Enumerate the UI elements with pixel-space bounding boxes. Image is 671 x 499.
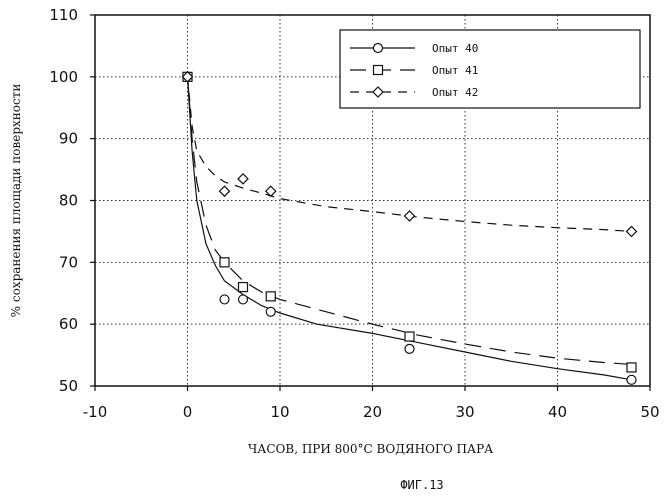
data-point-series-3 xyxy=(220,186,230,196)
x-tick-label: 40 xyxy=(548,403,567,421)
data-point-series-1 xyxy=(627,375,636,384)
data-point-series-3 xyxy=(405,211,415,221)
y-tick-label: 70 xyxy=(59,253,78,271)
legend-marker-2 xyxy=(374,66,383,75)
y-axis-ticks: 50 60 70 80 90 100 110 xyxy=(49,6,95,395)
data-point-series-3 xyxy=(238,174,248,184)
data-point-series-1 xyxy=(266,307,275,316)
legend-label-1: Опыт 40 xyxy=(432,42,478,55)
data-point-series-2 xyxy=(239,283,248,292)
legend-box xyxy=(340,30,640,108)
y-tick-label: 110 xyxy=(49,6,78,24)
x-tick-label: -10 xyxy=(83,403,108,421)
x-tick-label: 30 xyxy=(455,403,474,421)
data-point-series-2 xyxy=(405,332,414,341)
x-axis-ticks: -10 0 10 20 30 40 50 xyxy=(83,386,660,421)
x-axis-title: ЧАСОВ, ПРИ 800°С ВОДЯНОГО ПАРА xyxy=(248,442,493,456)
legend-label-3: Опыт 42 xyxy=(432,86,478,99)
data-point-series-3 xyxy=(627,226,637,236)
x-tick-label: 20 xyxy=(363,403,382,421)
x-tick-label: 10 xyxy=(270,403,289,421)
y-tick-label: 100 xyxy=(49,68,78,86)
y-tick-label: 80 xyxy=(59,192,78,210)
data-point-series-2 xyxy=(627,363,636,372)
x-tick-label: 50 xyxy=(640,403,659,421)
figure-caption: ФИГ.13 xyxy=(400,478,443,492)
y-tick-label: 50 xyxy=(59,377,78,395)
legend-label-2: Опыт 41 xyxy=(432,64,478,77)
data-point-series-2 xyxy=(220,258,229,267)
data-point-series-1 xyxy=(220,295,229,304)
y-axis-title: % сохранения площади поверхности xyxy=(9,84,23,318)
legend-marker-1 xyxy=(374,44,383,53)
y-tick-label: 60 xyxy=(59,315,78,333)
y-tick-label: 90 xyxy=(59,130,78,148)
legend: Опыт 40 Опыт 41 Опыт 42 xyxy=(340,30,640,108)
data-point-series-1 xyxy=(239,295,248,304)
data-point-series-2 xyxy=(266,292,275,301)
data-point-series-1 xyxy=(405,344,414,353)
x-tick-label: 0 xyxy=(183,403,193,421)
